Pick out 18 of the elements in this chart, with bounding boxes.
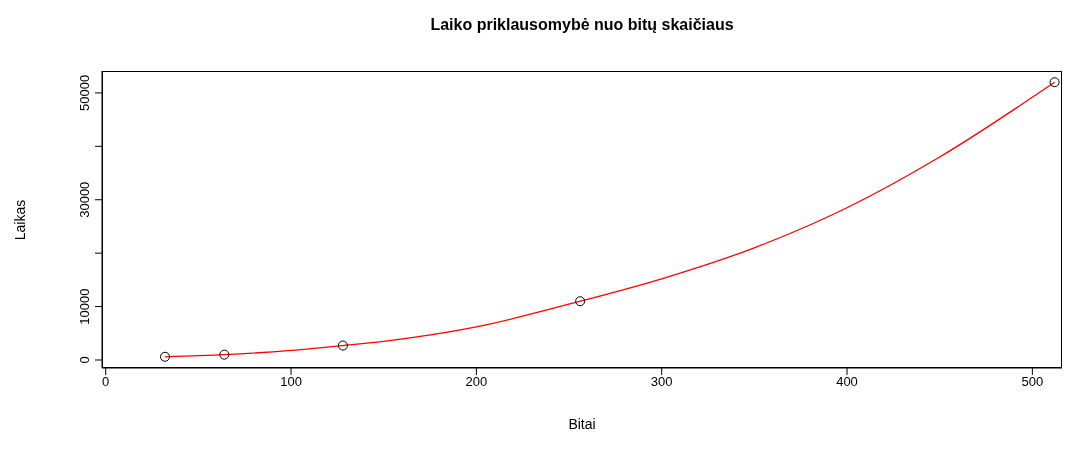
x-tick-label: 300 <box>650 374 673 390</box>
x-tick-label: 200 <box>465 374 488 390</box>
y-tick-label: 30000 <box>77 181 92 218</box>
x-tick-label: 400 <box>836 374 858 390</box>
chart-title: Laiko priklausomybė nuo bitų skaičiaus <box>429 16 735 34</box>
point <box>1049 77 1060 88</box>
x-axis-title: Bitai <box>567 416 597 432</box>
point <box>160 351 171 362</box>
y-axis-title: Laikas <box>12 199 28 240</box>
y-tick-label: 10000 <box>77 288 92 325</box>
point <box>219 349 230 360</box>
x-tick-label: 0 <box>102 374 110 390</box>
y-tick-label: 50000 <box>77 74 92 111</box>
point <box>337 340 348 351</box>
x-tick-label: 100 <box>280 374 302 390</box>
point <box>575 296 586 307</box>
x-tick-label: 500 <box>1021 374 1044 390</box>
y-tick-label: 0 <box>77 356 92 364</box>
